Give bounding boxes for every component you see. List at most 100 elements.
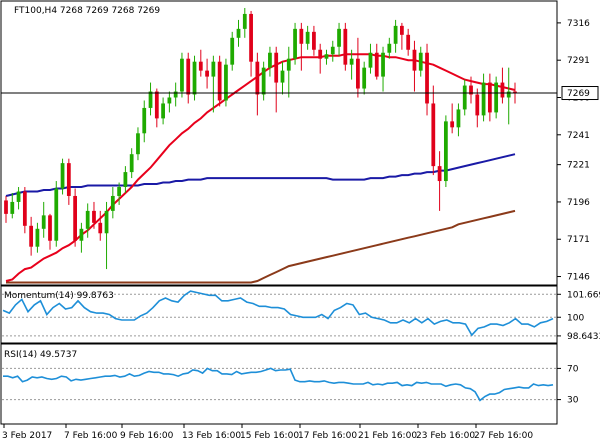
candle-body	[418, 52, 423, 71]
candle	[343, 22, 348, 71]
candle-body	[330, 46, 335, 55]
candle	[381, 46, 385, 92]
candle	[293, 22, 297, 65]
main-ytick-label: 7291	[567, 56, 590, 66]
xtick-label: 27 Feb 16:00	[474, 431, 533, 441]
candle	[85, 203, 90, 238]
candle	[500, 67, 505, 104]
candle-body	[481, 82, 486, 116]
candle	[462, 79, 467, 116]
candle	[198, 49, 203, 77]
candle-body	[487, 82, 492, 113]
rsi-ytick-label: 30	[567, 396, 579, 406]
candle-body	[35, 228, 40, 247]
candle	[487, 73, 492, 122]
candle	[41, 201, 46, 238]
candle	[224, 58, 228, 107]
candle	[362, 61, 367, 95]
xtick-label: 15 Feb 16:00	[240, 431, 299, 441]
candle	[186, 52, 191, 104]
candle-body	[356, 58, 360, 89]
candle-body	[431, 103, 436, 167]
candle	[35, 222, 40, 253]
candle-body	[161, 103, 165, 119]
main-ytick-label: 7221	[567, 161, 590, 171]
candle-body	[142, 107, 147, 134]
main-ytick-label: 7196	[567, 198, 590, 208]
candle-body	[349, 58, 354, 65]
candle-body	[98, 222, 103, 234]
candle	[98, 210, 103, 241]
candle-body	[123, 172, 128, 188]
candle	[54, 181, 59, 247]
xtick-label: 13 Feb 16:00	[182, 431, 241, 441]
candle	[48, 213, 52, 250]
candle-body	[286, 58, 291, 71]
candle-body	[506, 91, 511, 98]
momentum-panel-frame	[0, 285, 558, 344]
rsi-line	[3, 367, 554, 402]
candle-body	[381, 52, 385, 77]
rsi-panel-frame	[0, 343, 558, 425]
candle	[211, 55, 216, 113]
momentum-line	[2, 290, 554, 337]
candle	[217, 55, 222, 107]
candle	[167, 91, 172, 113]
candle-body	[469, 85, 473, 95]
candle-body	[261, 67, 266, 95]
candle-body	[324, 54, 329, 59]
candle	[110, 187, 115, 219]
candle-body	[280, 70, 285, 83]
candle	[456, 103, 461, 137]
candle-body	[16, 191, 21, 202]
candle	[299, 22, 304, 71]
candle-body	[186, 58, 191, 95]
candle-body	[393, 25, 398, 44]
candle	[494, 76, 499, 119]
candle-body	[293, 28, 297, 59]
candle-body	[129, 154, 134, 173]
candle-body	[362, 67, 367, 89]
candle-body	[437, 166, 442, 182]
candle-body	[494, 82, 499, 113]
candle	[318, 43, 323, 74]
candle-body	[513, 91, 517, 94]
candle	[305, 25, 310, 50]
last-price-box	[561, 86, 599, 101]
candle-body	[66, 163, 71, 196]
candle-body	[92, 210, 96, 223]
candle	[16, 187, 21, 210]
candle	[22, 187, 27, 234]
moving-average-line	[6, 209, 516, 284]
candle-body	[211, 61, 216, 77]
rsi-ytick-label: 70	[567, 364, 579, 374]
candle	[431, 85, 436, 176]
candle	[475, 88, 480, 128]
candle-body	[406, 34, 411, 50]
rsi-title: RSI(14) 49.5737	[4, 350, 77, 360]
candle	[274, 46, 279, 113]
candle	[349, 49, 354, 80]
candle-body	[242, 13, 247, 29]
candle-body	[268, 52, 272, 68]
candle-body	[443, 121, 448, 182]
momentum-panel: Momentum(14) 99.8763 101.6696 100 98.6433	[0, 285, 600, 344]
last-price-label: 7269	[561, 86, 599, 101]
candle	[142, 100, 147, 143]
candle-body	[224, 64, 228, 101]
candle	[104, 201, 109, 270]
candle-body	[29, 225, 34, 247]
candle-body	[368, 52, 373, 68]
candle	[330, 40, 335, 62]
candle-body	[462, 85, 467, 110]
candle-body	[205, 70, 209, 77]
candle	[481, 73, 486, 122]
candle-body	[180, 58, 184, 92]
candle	[154, 88, 159, 128]
candle	[469, 76, 473, 104]
candle	[148, 82, 153, 116]
time-axis: 3 Feb 2017 7 Feb 16:00 9 Feb 16:00 13 Feb 1…	[2, 424, 533, 441]
candle	[60, 158, 65, 195]
candle-body	[154, 91, 159, 119]
